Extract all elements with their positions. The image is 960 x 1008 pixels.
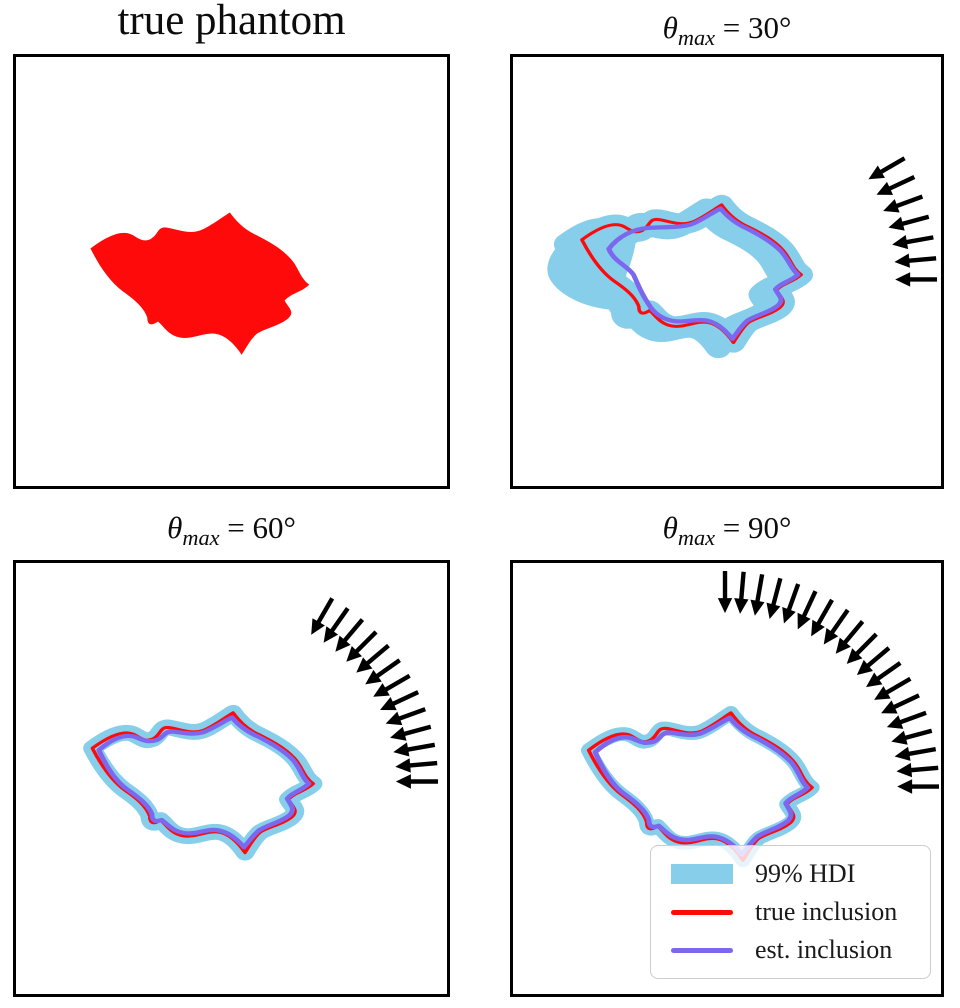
title-value: = 60°	[219, 510, 296, 545]
panel-true-phantom	[13, 54, 450, 489]
theta-symbol: θ	[662, 10, 678, 45]
title-value: = 30°	[715, 10, 792, 45]
panel-theta-30	[510, 54, 944, 489]
true-inclusion-swatch	[671, 909, 733, 915]
panel-theta-60	[13, 560, 450, 997]
theta-symbol: θ	[167, 510, 183, 545]
title-value: = 90°	[715, 510, 792, 545]
measurement-arrows-60	[311, 597, 438, 789]
theta-subscript: max	[677, 25, 716, 51]
measurement-arrows-90	[717, 571, 940, 794]
title-text: true phantom	[117, 0, 346, 44]
legend-item-est-inclusion: est. inclusion	[671, 931, 920, 969]
plot-area-true-phantom	[90, 212, 310, 355]
panel-title-theta-90: θmax = 90°	[510, 510, 944, 549]
legend-label: est. inclusion	[755, 935, 893, 964]
legend-item-hdi: 99% HDI	[671, 855, 920, 893]
panel-title-theta-30: θmax = 30°	[510, 10, 944, 49]
theta-subscript: max	[182, 525, 220, 551]
panel-title-true-phantom: true phantom	[13, 0, 450, 45]
plot-area-theta-90	[580, 571, 940, 868]
measurement-arrows-30	[868, 156, 938, 287]
panel-theta-90: 99% HDI true inclusion est. inclusion	[510, 560, 944, 997]
legend-label: 99% HDI	[755, 859, 856, 888]
est-inclusion-swatch	[671, 947, 733, 953]
theta-symbol: θ	[662, 510, 678, 545]
est-inclusion-contour	[96, 715, 312, 850]
plot-area-theta-60	[83, 597, 438, 861]
plot-area-theta-30	[547, 156, 938, 359]
hdi-band-offset	[553, 198, 800, 359]
theta-subscript: max	[677, 525, 716, 551]
est-inclusion-contour	[592, 715, 811, 857]
legend-item-true-inclusion: true inclusion	[671, 893, 920, 931]
hdi-swatch	[671, 864, 733, 884]
est-inclusion-contour	[606, 206, 801, 342]
legend: 99% HDI true inclusion est. inclusion	[650, 845, 931, 979]
legend-label: true inclusion	[755, 897, 898, 926]
phantom-shape	[90, 212, 310, 355]
panel-title-theta-60: θmax = 60°	[13, 510, 450, 549]
